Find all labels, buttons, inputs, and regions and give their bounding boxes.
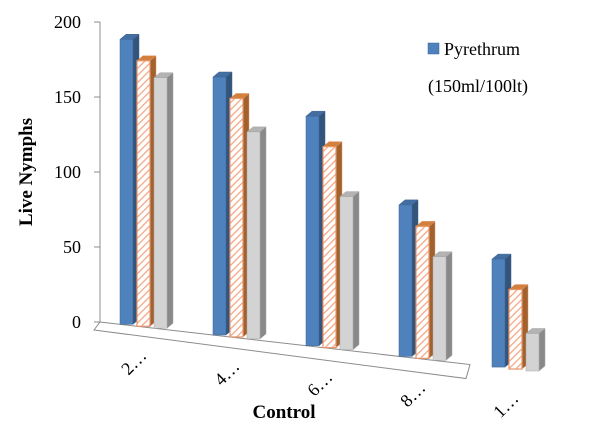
legend-label: Pyrethrum [444,39,520,59]
y-tick-label: 200 [54,12,81,32]
bar [415,220,436,359]
y-tick-label: 0 [72,312,81,332]
legend: Pyrethrum (150ml/100lt) [427,39,528,97]
bar-front [491,258,506,368]
y-tick-label: 150 [54,87,81,107]
bar-front [119,39,134,325]
axes [93,21,471,380]
bar [525,327,546,372]
bar [136,55,157,327]
bar-front [229,97,244,338]
bar [491,253,512,368]
bar [246,126,267,340]
legend-label-continued: (150ml/100lt) [428,76,528,97]
bar-side [166,72,174,329]
x-tick-label: 4… [210,356,243,389]
x-axis-title: Control [253,402,316,423]
bar [119,33,140,325]
bar-front [525,333,540,372]
bars [119,33,546,372]
y-tick-label: 50 [63,237,81,257]
bar-front [136,60,151,327]
bar-front [398,204,413,357]
legend-swatch [427,42,440,55]
x-tick-label: 1… [489,388,522,421]
x-tick-label: 8… [396,378,429,411]
bar [322,141,343,349]
bar-front [322,146,337,349]
bar-front [212,76,227,336]
bar [339,191,360,351]
x-tick-label: 2… [117,346,150,379]
bar-front [246,131,261,340]
bar-front [508,288,523,370]
y-tick-label: 100 [54,162,81,182]
bar-side [445,251,453,361]
bar-front [339,196,354,350]
bar-front [153,77,168,329]
y-axis-title: Live Nymphs [16,118,37,226]
bar-side [538,327,546,372]
bar-front [432,256,447,361]
bar [212,71,233,336]
bar-side [259,126,267,340]
bar [508,284,529,370]
floor [93,321,471,380]
bar [305,110,326,347]
bar [229,92,250,338]
bar-front [305,115,320,346]
bar-side [352,191,360,351]
x-tick-label: 6… [303,367,336,400]
bar [398,199,419,357]
bar [153,72,174,329]
bar-front [415,225,430,359]
bar [432,251,453,361]
